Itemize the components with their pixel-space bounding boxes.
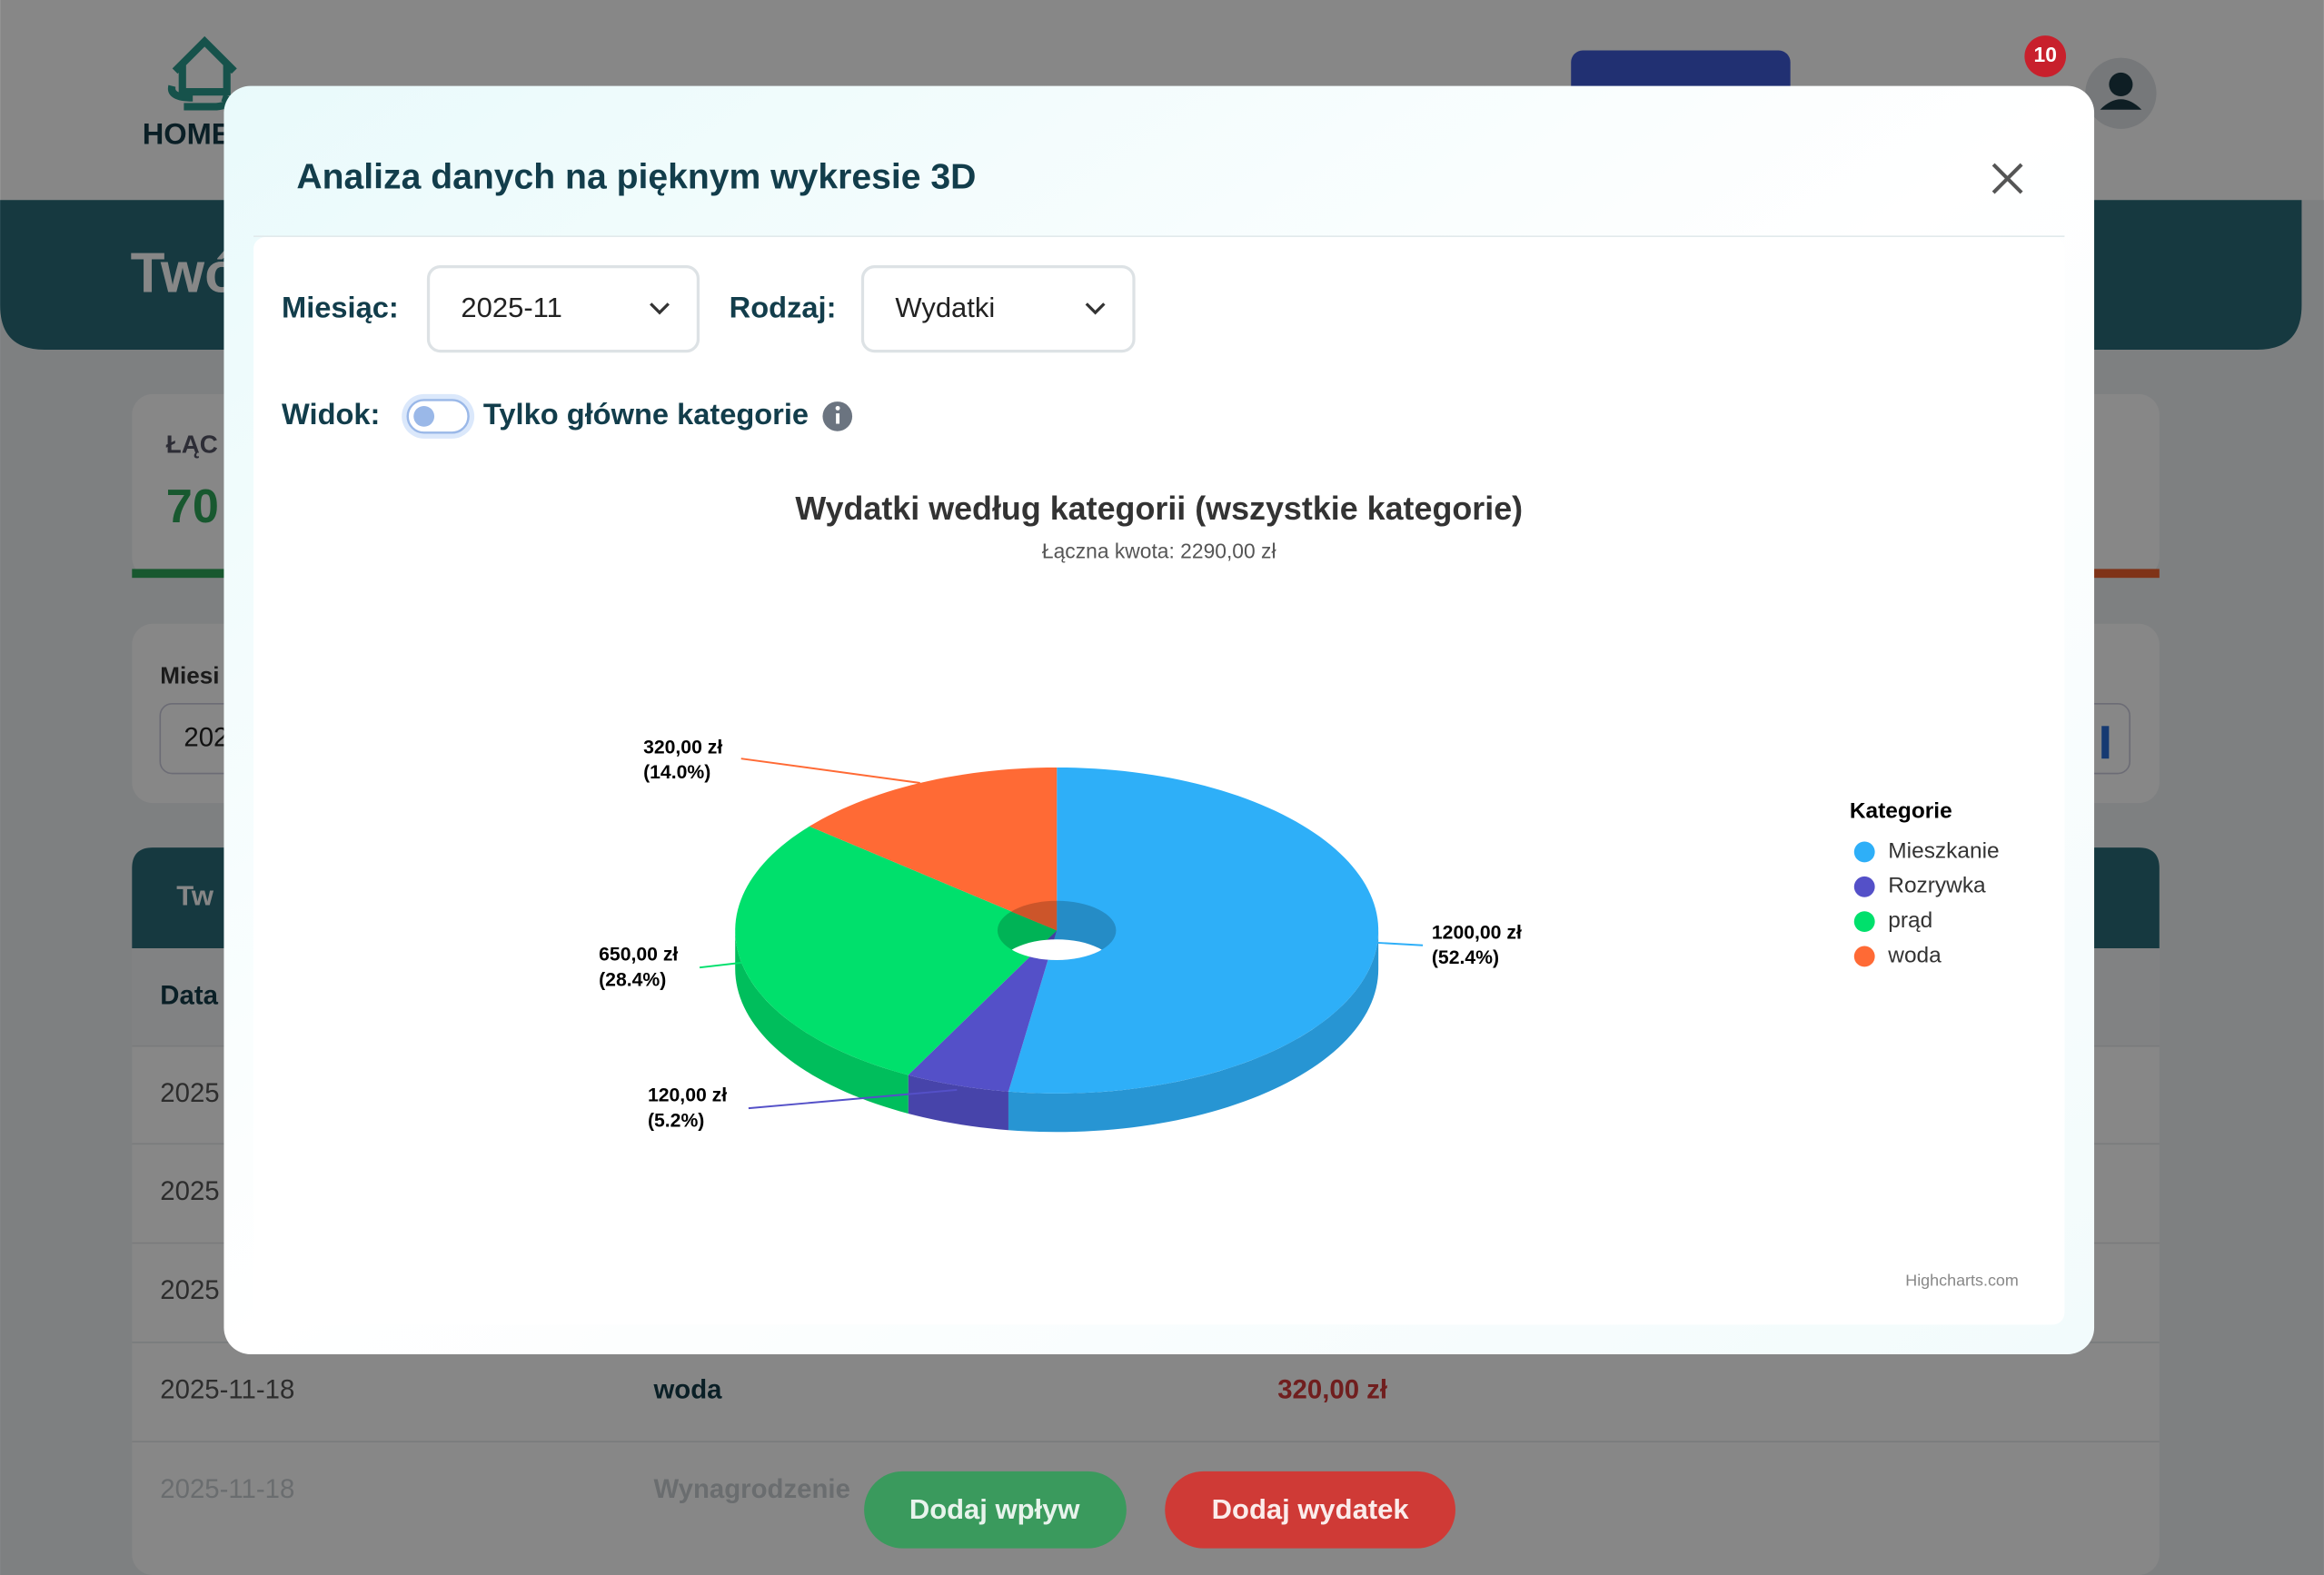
info-icon-dot — [835, 405, 840, 411]
slice — [735, 826, 1058, 1075]
table-cell: 2025 — [160, 1275, 219, 1305]
data-label-percent: (5.2%) — [648, 1110, 704, 1131]
slice-side — [908, 1075, 1008, 1131]
filter-value: 202 — [184, 723, 228, 753]
legend-label: prąd — [1888, 908, 1932, 933]
legend-marker — [1853, 911, 1875, 933]
avatar-body — [2100, 99, 2142, 110]
month-chevron — [650, 302, 670, 315]
legend-marker — [1853, 876, 1875, 897]
modal: Analiza danych na pięknym wykresie 3D Mi… — [223, 85, 2095, 1354]
legend-label: woda — [1887, 943, 1942, 967]
legend-marker — [1853, 946, 1875, 967]
add-expense-button[interactable] — [1165, 1471, 1455, 1549]
connector — [740, 758, 920, 784]
connector — [748, 1088, 958, 1110]
slice-side — [1008, 930, 1379, 1133]
chart: Wydatki według kategorii (wszystkie kate… — [599, 490, 2019, 1289]
modal-title: Analiza danych na pięknym wykresie 3D — [296, 158, 976, 197]
filter-label: Miesi — [160, 661, 219, 688]
month-label: Miesiąc: — [282, 291, 399, 324]
data-label: 320,00 zł — [643, 737, 722, 758]
table-title: Tw — [176, 880, 214, 912]
legend-title: Kategorie — [1850, 798, 1952, 823]
slice — [809, 767, 1058, 931]
info-icon-stem — [836, 413, 840, 424]
legend-label: Rozrywka — [1888, 874, 1986, 898]
add-income-button[interactable] — [864, 1471, 1127, 1549]
table-cell: 2025-11-18 — [160, 1374, 294, 1404]
table-cell: 2025 — [160, 1078, 219, 1108]
legend-marker — [1853, 841, 1875, 863]
data-label-percent: (52.4%) — [1432, 947, 1499, 968]
banner-title: Twó — [131, 242, 239, 304]
data-label-percent: (14.0%) — [643, 762, 710, 783]
chart-button-icon — [2101, 726, 2110, 759]
chart-subtitle: Łączna kwota: 2290,00 zł — [1042, 539, 1276, 562]
table-cell: woda — [652, 1374, 722, 1404]
chart-title: Wydatki według kategorii (wszystkie kate… — [795, 490, 1523, 527]
type-select[interactable] — [860, 264, 1136, 353]
data-label: 650,00 zł — [599, 945, 678, 966]
legend-label: Mieszkanie — [1888, 838, 1999, 863]
summary-value: 70 — [166, 480, 219, 533]
connector — [699, 961, 742, 969]
data-label-percent: (28.4%) — [599, 969, 666, 990]
toggle-knob — [413, 405, 435, 427]
connector — [1377, 941, 1424, 946]
type-value: Wydatki — [895, 292, 995, 323]
notification-count: 10 — [2034, 43, 2057, 66]
hole-opening — [997, 939, 1117, 961]
add-expense-label: Dodaj wydatek — [1212, 1493, 1410, 1525]
slice — [1008, 767, 1379, 1094]
month-value: 2025-11 — [461, 292, 561, 323]
credits: Highcharts.com — [1905, 1272, 2019, 1290]
table-cell: 320,00 zł — [1277, 1374, 1387, 1404]
type-label: Rodzaj: — [730, 291, 837, 324]
table-cell: 2025-11-18 — [160, 1474, 294, 1504]
logo-text: HOME — [143, 117, 232, 151]
toggle-label: Tylko główne kategorie — [483, 397, 809, 431]
avatar-head — [2109, 72, 2133, 97]
slice-side — [735, 930, 909, 1114]
add-income-label: Dodaj wpływ — [909, 1493, 1081, 1525]
data-label: 1200,00 zł — [1432, 922, 1522, 943]
notification-badge — [2024, 35, 2067, 77]
table-cell: 2025 — [160, 1176, 219, 1206]
summary-label: ŁĄC — [166, 430, 218, 458]
table-header-cell: Data — [160, 981, 218, 1011]
month-select[interactable] — [426, 264, 700, 353]
data-label: 120,00 zł — [648, 1085, 727, 1106]
type-chevron — [1085, 302, 1106, 315]
slice — [908, 930, 1058, 1092]
view-label: Widok: — [282, 397, 380, 431]
close-button[interactable] — [1991, 163, 2023, 194]
table-cell: Wynagrodzenie — [653, 1474, 849, 1504]
